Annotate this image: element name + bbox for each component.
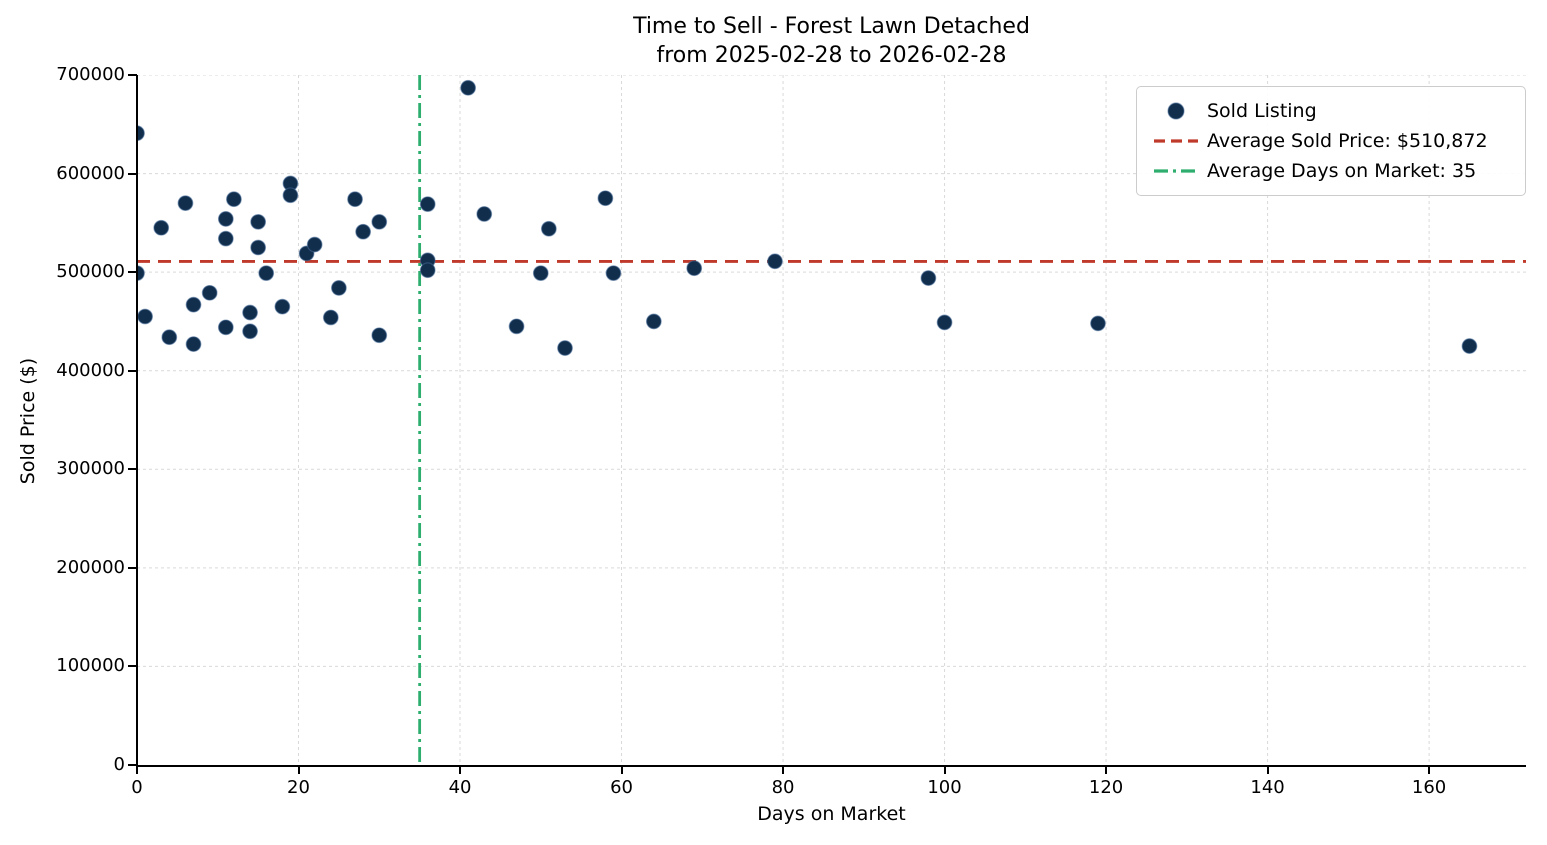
- scatter-point: [242, 304, 258, 321]
- x-tick-label: 40: [448, 777, 472, 798]
- scatter-point: [330, 280, 347, 296]
- legend-item-avg-days-on-market: Average Days on Market: 35: [1145, 156, 1515, 186]
- y-tick-mark: [128, 271, 137, 274]
- scatter-point: [153, 219, 170, 236]
- scatter-point: [557, 340, 573, 356]
- scatter-point: [137, 125, 145, 142]
- scatter-point: [1090, 315, 1106, 332]
- scatter-point: [161, 329, 178, 346]
- scatter-point: [1461, 338, 1478, 354]
- legend: Sold Listing Average Sold Price: $510,87…: [1136, 86, 1526, 196]
- legend-item-sold-listing: Sold Listing: [1145, 96, 1515, 126]
- scatter-point: [177, 195, 194, 212]
- scatter-point: [645, 313, 662, 330]
- scatter-point: [936, 314, 953, 331]
- scatter-point: [282, 187, 299, 204]
- chart-title-line1: Time to Sell - Forest Lawn Detached: [633, 14, 1030, 39]
- y-tick-mark: [128, 369, 137, 372]
- scatter-point: [185, 296, 202, 313]
- scatter-marker-icon: [1145, 100, 1207, 122]
- y-tick-mark: [128, 566, 137, 569]
- legend-label-sold-listing: Sold Listing: [1207, 100, 1317, 122]
- scatter-point: [258, 265, 275, 282]
- scatter-point: [217, 230, 234, 247]
- x-tick-label: 60: [610, 777, 633, 798]
- legend-label-avg-sold-price: Average Sold Price: $510,872: [1207, 130, 1488, 152]
- x-tick-mark: [620, 765, 623, 774]
- y-tick-mark: [128, 764, 137, 766]
- y-tick-label: 0: [113, 754, 125, 775]
- x-tick-label: 160: [1411, 777, 1447, 798]
- scatter-point: [250, 239, 267, 256]
- scatter-point: [532, 265, 549, 282]
- scatter-point: [137, 265, 145, 282]
- scatter-point: [217, 211, 234, 227]
- x-axis-label: Days on Market: [757, 803, 906, 825]
- scatter-point: [355, 223, 372, 240]
- x-axis-spine: [136, 765, 1526, 767]
- scatter-point: [250, 213, 267, 230]
- y-tick-label: 700000: [56, 64, 125, 85]
- x-tick-mark: [459, 765, 462, 774]
- dashdot-line-icon: [1145, 167, 1207, 175]
- scatter-point: [137, 308, 153, 325]
- dashed-line-icon: [1145, 137, 1207, 145]
- x-tick-label: 0: [131, 777, 143, 798]
- legend-item-avg-sold-price: Average Sold Price: $510,872: [1145, 126, 1515, 156]
- plot-area: [137, 75, 1526, 765]
- chart-title-line2: from 2025-02-28 to 2026-02-28: [656, 43, 1007, 68]
- y-tick-mark: [128, 172, 137, 175]
- y-axis-spine: [136, 75, 138, 766]
- scatter-point: [419, 196, 436, 213]
- scatter-point: [540, 220, 557, 237]
- y-tick-label: 400000: [56, 359, 125, 381]
- scatter-point: [508, 318, 525, 335]
- y-tick-label: 300000: [56, 458, 125, 480]
- y-tick-label: 100000: [56, 655, 125, 677]
- scatter-point: [201, 284, 218, 301]
- chart-title: Time to Sell - Forest Lawn Detached from…: [137, 12, 1526, 70]
- x-tick-label: 100: [927, 777, 962, 798]
- scatter-point: [371, 327, 388, 344]
- y-tick-mark: [128, 665, 137, 668]
- x-tick-mark: [943, 765, 946, 774]
- x-tick-label: 140: [1250, 777, 1285, 798]
- scatter-point: [605, 265, 622, 282]
- scatter-point: [322, 309, 339, 326]
- scatter-point: [460, 79, 476, 96]
- scatter-point: [347, 191, 363, 208]
- x-tick-mark: [1428, 765, 1431, 774]
- y-tick-mark: [128, 468, 137, 471]
- y-tick-label: 200000: [56, 556, 125, 578]
- y-axis-label: Sold Price ($): [17, 357, 39, 485]
- scatter-point: [597, 190, 614, 207]
- scatter-point: [217, 319, 234, 336]
- x-tick-mark: [1105, 765, 1108, 774]
- x-tick-mark: [1266, 765, 1269, 774]
- scatter-plot: [137, 75, 1526, 765]
- scatter-point: [371, 213, 388, 230]
- scatter-point: [306, 236, 323, 253]
- y-tick-label: 500000: [56, 261, 125, 283]
- scatter-point: [476, 206, 493, 222]
- x-tick-label: 20: [287, 777, 310, 798]
- y-tick-label: 600000: [56, 162, 125, 184]
- x-tick-label: 120: [1088, 777, 1124, 798]
- x-tick-label: 80: [771, 777, 795, 798]
- scatter-point: [419, 262, 436, 279]
- scatter-point: [226, 191, 242, 208]
- scatter-point: [920, 270, 937, 286]
- legend-label-avg-days-on-market: Average Days on Market: 35: [1207, 160, 1477, 182]
- scatter-point: [767, 253, 783, 270]
- x-tick-mark: [136, 765, 138, 774]
- x-tick-mark: [782, 765, 785, 774]
- scatter-point: [242, 323, 258, 340]
- scatter-point: [274, 298, 291, 315]
- scatter-point: [185, 336, 202, 353]
- x-tick-mark: [297, 765, 300, 774]
- y-tick-mark: [128, 74, 137, 76]
- scatter-point: [686, 260, 703, 277]
